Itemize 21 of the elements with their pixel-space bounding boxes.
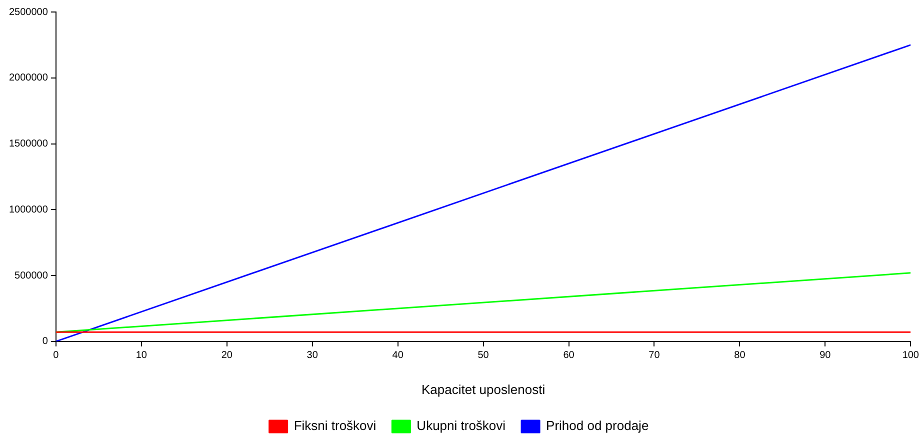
x-tick-label: 90 <box>820 350 832 362</box>
legend-label: Fiksni troškovi <box>294 418 376 434</box>
x-tick-label: 0 <box>53 350 60 362</box>
y-tick-label: 2000000 <box>8 72 48 84</box>
y-tick-label: 500000 <box>14 270 48 282</box>
x-tick-label: 70 <box>648 350 660 362</box>
legend-label: Prihod od prodaje <box>546 418 649 434</box>
x-tick-label: 20 <box>221 350 233 362</box>
x-tick-label: 30 <box>306 350 318 362</box>
y-tick-label: 1000000 <box>8 204 48 216</box>
x-tick-label: 10 <box>136 350 148 362</box>
legend-label: Ukupni troškovi <box>416 418 506 434</box>
x-tick-label: 60 <box>563 350 575 362</box>
y-tick-label: 1500000 <box>8 138 48 150</box>
y-tick-label: 0 <box>42 336 48 348</box>
x-axis-title: Kapacitet uposlenosti <box>421 382 546 397</box>
x-tick-label: 100 <box>902 350 920 362</box>
x-tick-label: 80 <box>734 350 746 362</box>
x-tick-label: 50 <box>478 350 490 362</box>
y-tick-label: 2500000 <box>8 6 48 18</box>
x-tick-label: 40 <box>392 350 404 362</box>
